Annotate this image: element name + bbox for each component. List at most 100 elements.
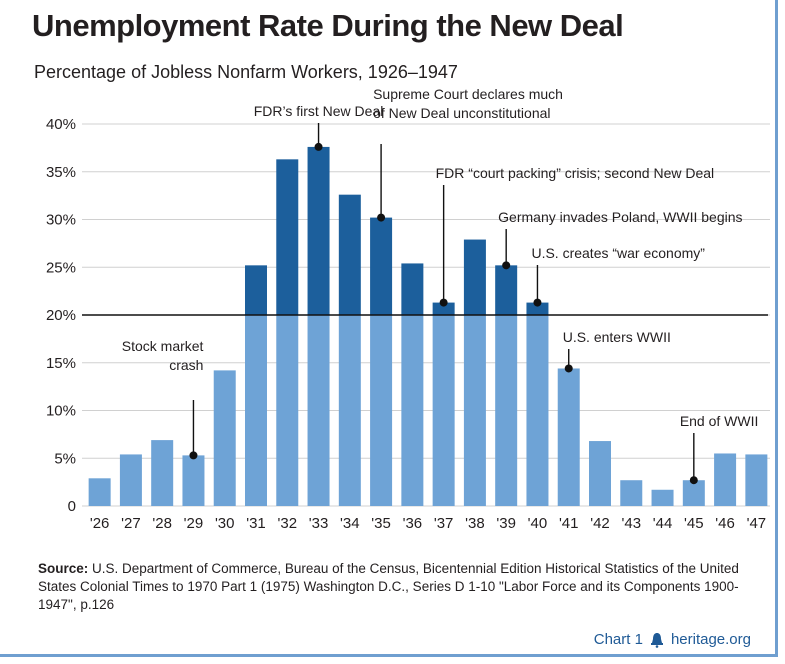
y-tick-label: 35% xyxy=(46,164,76,181)
x-tick-label: '42 xyxy=(590,515,610,532)
x-tick-label: '45 xyxy=(684,515,704,532)
y-axis-ticks: 0 5% 10% 15% 20% 25% 30% 35% 40% xyxy=(46,116,76,515)
annotation-label: U.S. enters WWII xyxy=(563,329,671,345)
bar xyxy=(620,480,643,506)
chart-subtitle: Percentage of Jobless Nonfarm Workers, 1… xyxy=(34,62,458,82)
chart-number: Chart 1 xyxy=(593,631,643,648)
annotation: U.S. enters WWII xyxy=(563,329,671,373)
x-tick-label: '34 xyxy=(340,515,360,532)
bar xyxy=(338,315,361,506)
x-tick-label: '30 xyxy=(215,515,235,532)
annotation: FDR “court packing” crisis; second New D… xyxy=(436,165,714,307)
annotation: Supreme Court declares much of New Deal u… xyxy=(373,86,563,222)
x-tick-label: '46 xyxy=(715,515,735,532)
bar xyxy=(88,478,111,506)
bar xyxy=(307,315,330,506)
bar xyxy=(495,315,518,506)
annotation: U.S. creates “war economy” xyxy=(531,245,705,307)
y-tick-label: 0 xyxy=(68,498,76,515)
bar-upper xyxy=(245,265,267,315)
bar-upper xyxy=(432,302,455,315)
bar xyxy=(526,315,549,506)
bar xyxy=(651,489,674,506)
footer: Chart 1 heritage.org xyxy=(594,631,751,648)
bars xyxy=(88,146,768,506)
annotation-label: of New Deal unconstitutional xyxy=(373,105,550,121)
annotation: End of WWII xyxy=(680,413,758,485)
bar xyxy=(119,454,142,506)
bar xyxy=(557,368,580,506)
annotation-label: Stock market xyxy=(122,338,204,354)
bar-upper xyxy=(401,263,424,315)
y-tick-label: 40% xyxy=(46,116,76,133)
annotation-dot xyxy=(314,142,323,151)
bar xyxy=(682,480,705,506)
annotation: Germany invades Poland, WWII begins xyxy=(498,209,743,270)
x-tick-label: '27 xyxy=(121,515,141,532)
source-text: U.S. Department of Commerce, Bureau of t… xyxy=(38,561,739,612)
bar-upper xyxy=(463,239,486,315)
x-tick-label: '36 xyxy=(403,515,423,532)
annotation: FDR’s first New Deal xyxy=(254,103,384,151)
bar xyxy=(714,453,737,506)
bar xyxy=(213,370,236,506)
annotation-dot xyxy=(189,451,198,460)
bar-upper xyxy=(495,265,518,315)
bar xyxy=(401,315,424,506)
annotations: Stock market crash FDR’s first New DealSup… xyxy=(122,86,758,485)
y-tick-label: 10% xyxy=(46,403,76,420)
x-tick-label: '40 xyxy=(528,515,548,532)
bar-upper xyxy=(526,302,549,315)
y-tick-label: 15% xyxy=(46,355,76,372)
x-tick-label: '37 xyxy=(434,515,454,532)
bar-chart: 0 5% 10% 15% 20% 25% 30% 35% 40% '26 '27 '28 '29 '30… xyxy=(46,86,770,532)
bar xyxy=(151,440,174,506)
bar xyxy=(432,315,455,506)
y-tick-label: 30% xyxy=(46,212,76,229)
x-tick-label: '28 xyxy=(152,515,172,532)
x-tick-label: '38 xyxy=(465,515,485,532)
annotation-dot xyxy=(377,213,386,222)
bar xyxy=(745,454,768,506)
bar xyxy=(245,315,267,506)
bar-upper xyxy=(276,159,299,315)
annotation-label: U.S. creates “war economy” xyxy=(531,245,705,261)
y-tick-label: 20% xyxy=(46,307,76,324)
annotation-label: Supreme Court declares much xyxy=(373,86,563,102)
x-axis-ticks: '26 '27 '28 '29 '30 '31 '32 '33 '34 '35 '36 '37 '38 '… xyxy=(90,515,766,532)
x-tick-label: '32 xyxy=(277,515,297,532)
annotation-dot xyxy=(502,261,511,270)
x-tick-label: '41 xyxy=(559,515,579,532)
y-tick-label: 5% xyxy=(54,450,76,467)
annotation-dot xyxy=(564,364,573,373)
bar xyxy=(589,441,611,506)
annotation-label: crash xyxy=(169,357,203,373)
x-tick-label: '26 xyxy=(90,515,110,532)
annotation-dot xyxy=(533,298,542,307)
annotation-label: Germany invades Poland, WWII begins xyxy=(498,209,742,225)
annotation-dot xyxy=(689,476,698,485)
chart-title: Unemployment Rate During the New Deal xyxy=(32,8,624,43)
annotation-label: FDR’s first New Deal xyxy=(254,103,384,119)
x-tick-label: '31 xyxy=(246,515,266,532)
x-tick-label: '44 xyxy=(653,515,673,532)
annotation: Stock market crash xyxy=(122,338,204,460)
bar xyxy=(182,455,205,506)
annotation-dot xyxy=(439,298,448,307)
site-link[interactable]: heritage.org xyxy=(670,631,751,648)
x-tick-label: '35 xyxy=(371,515,391,532)
source-label: Source: xyxy=(38,561,89,576)
x-tick-label: '43 xyxy=(621,515,641,532)
bar xyxy=(463,315,486,506)
x-tick-label: '47 xyxy=(747,515,767,532)
bar-upper xyxy=(338,194,361,315)
bar xyxy=(370,315,393,506)
bar-upper xyxy=(370,217,393,315)
y-tick-label: 25% xyxy=(46,259,76,276)
x-tick-label: '39 xyxy=(496,515,516,532)
bar-upper xyxy=(307,146,330,315)
source-note: Source: U.S. Department of Commerce, Bur… xyxy=(38,560,758,614)
x-tick-label: '29 xyxy=(184,515,204,532)
bar xyxy=(276,315,299,506)
